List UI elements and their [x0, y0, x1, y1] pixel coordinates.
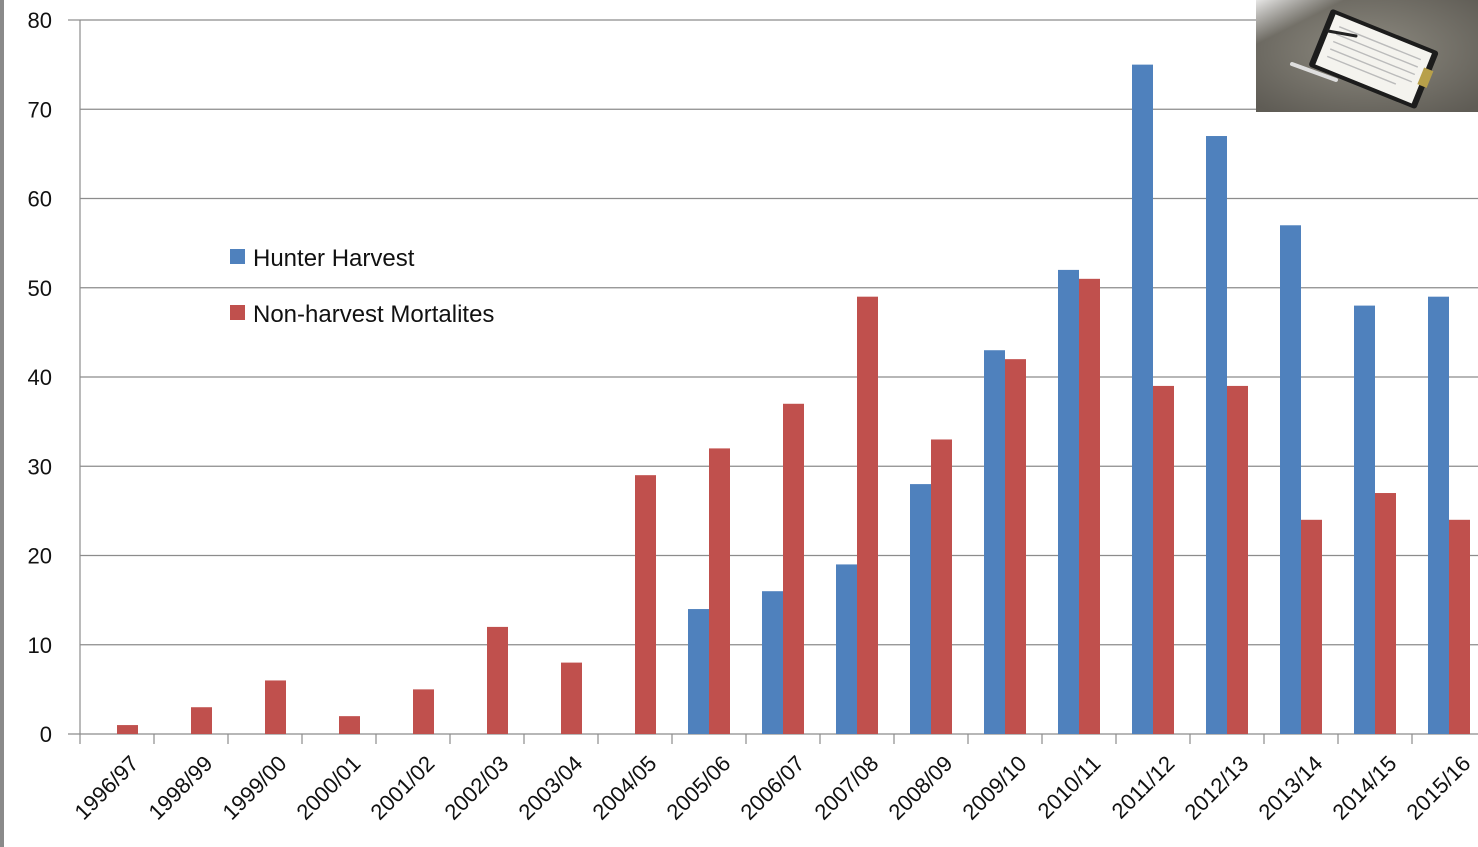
- bar-non-harvest-mortalities: [117, 725, 138, 734]
- slide-border: [0, 0, 4, 847]
- bar-non-harvest-mortalities: [487, 626, 508, 734]
- x-tick-label: 2011/12: [1107, 751, 1180, 824]
- x-tick-label: 2002/03: [440, 751, 514, 825]
- y-tick-label: 80: [28, 8, 52, 33]
- bar-non-harvest-mortalities: [783, 403, 804, 734]
- bar-hunter-harvest: [688, 609, 709, 734]
- x-tick-label: 2001/02: [366, 751, 440, 825]
- y-tick-label: 50: [28, 276, 52, 301]
- bar-non-harvest-mortalities: [1375, 493, 1396, 734]
- clipboard-photo: [1256, 0, 1478, 112]
- x-tick-label: 1998/99: [144, 751, 218, 825]
- bar-non-harvest-mortalities: [857, 296, 878, 734]
- x-tick-label: 2005/06: [662, 751, 736, 825]
- bar-non-harvest-mortalities: [265, 680, 286, 734]
- bar-hunter-harvest: [836, 564, 857, 734]
- x-tick-label: 2013/14: [1254, 751, 1328, 825]
- bar-hunter-harvest: [1132, 64, 1153, 734]
- x-tick-label: 2004/05: [588, 751, 662, 825]
- x-tick-label: 1996/97: [70, 751, 144, 825]
- bar-non-harvest-mortalities: [413, 689, 434, 734]
- legend-swatch: [230, 305, 245, 320]
- x-tick-label: 2012/13: [1180, 751, 1254, 825]
- bar-non-harvest-mortalities: [1449, 519, 1470, 734]
- legend-label: Hunter Harvest: [253, 245, 415, 272]
- bar-hunter-harvest: [1280, 225, 1301, 734]
- bar-hunter-harvest: [984, 350, 1005, 734]
- y-tick-label: 20: [28, 544, 52, 569]
- bar-non-harvest-mortalities: [1005, 359, 1026, 734]
- legend-swatch: [230, 249, 245, 264]
- bar-hunter-harvest: [762, 591, 783, 734]
- x-tick-label: 2007/08: [810, 751, 884, 825]
- bar-hunter-harvest: [1206, 136, 1227, 734]
- x-tick-label: 2000/01: [292, 751, 366, 825]
- y-tick-label: 60: [28, 187, 52, 212]
- x-tick-label: 2014/15: [1328, 751, 1402, 825]
- bar-hunter-harvest: [1058, 269, 1079, 734]
- legend-label: Non-harvest Mortalites: [253, 301, 494, 328]
- x-tick-label: 2003/04: [514, 751, 588, 825]
- bar-non-harvest-mortalities: [561, 662, 582, 734]
- y-tick-label: 40: [28, 365, 52, 390]
- bar-non-harvest-mortalities: [1301, 519, 1322, 734]
- x-tick-label: 2010/11: [1033, 751, 1106, 824]
- x-tick-label: 2006/07: [736, 751, 810, 825]
- bar-non-harvest-mortalities: [1153, 385, 1174, 734]
- x-tick-label: 2008/09: [884, 751, 958, 825]
- x-tick-label: 1999/00: [218, 751, 292, 825]
- x-tick-label: 2009/10: [958, 751, 1032, 825]
- bar-non-harvest-mortalities: [1079, 278, 1100, 734]
- bar-non-harvest-mortalities: [635, 475, 656, 734]
- bar-non-harvest-mortalities: [1227, 385, 1248, 734]
- bar-non-harvest-mortalities: [191, 707, 212, 734]
- y-tick-label: 30: [28, 454, 52, 479]
- y-tick-label: 70: [28, 97, 52, 122]
- bar-hunter-harvest: [1428, 296, 1449, 734]
- bar-non-harvest-mortalities: [709, 448, 730, 734]
- bar-non-harvest-mortalities: [931, 439, 952, 734]
- x-tick-label: 2015/16: [1402, 751, 1476, 825]
- y-tick-label: 0: [40, 722, 52, 747]
- bar-hunter-harvest: [910, 484, 931, 734]
- y-tick-label: 10: [28, 633, 52, 658]
- bar-hunter-harvest: [1354, 305, 1375, 734]
- bar-non-harvest-mortalities: [339, 716, 360, 734]
